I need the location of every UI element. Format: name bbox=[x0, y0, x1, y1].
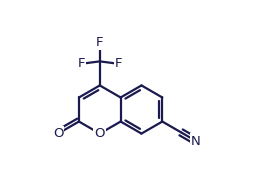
Text: O: O bbox=[53, 127, 63, 140]
Text: F: F bbox=[77, 57, 85, 70]
Text: O: O bbox=[94, 127, 105, 140]
Text: N: N bbox=[191, 134, 201, 148]
Text: F: F bbox=[115, 57, 122, 70]
Text: F: F bbox=[96, 36, 103, 49]
